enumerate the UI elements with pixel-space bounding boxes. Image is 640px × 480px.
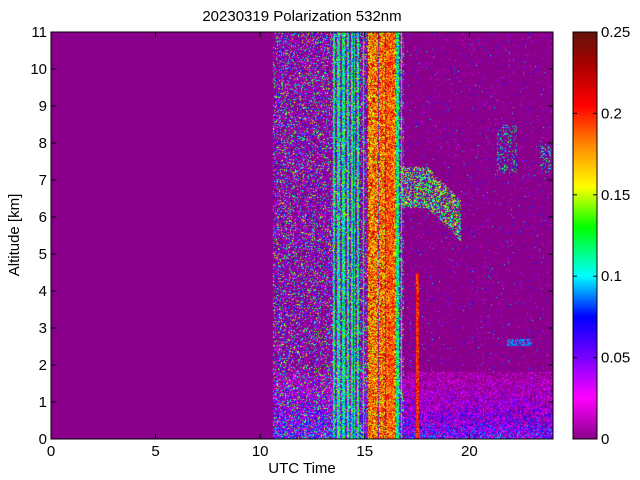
colorbar-tick-label: 0.25: [601, 24, 630, 41]
colorbar-tick-label: 0.2: [601, 105, 622, 122]
y-tick-label: 3: [39, 320, 47, 337]
y-tick-label: 5: [39, 246, 47, 263]
y-tick-label: 11: [31, 24, 47, 41]
colorbar-tick-label: 0: [601, 431, 609, 448]
y-tick-label: 1: [39, 394, 47, 411]
x-tick-label: 15: [356, 443, 373, 460]
colorbar-tick-label: 0.15: [601, 187, 630, 204]
y-axis-title: Altitude [km]: [6, 194, 23, 277]
colorbar-ticks: 0 0.05 0.1 0.15 0.2 0.25: [573, 24, 630, 448]
colorbar-frame: [572, 31, 598, 440]
y-tick-label: 8: [39, 135, 47, 152]
y-tick-label: 0: [39, 431, 47, 448]
y-tick-label: 9: [39, 98, 47, 115]
y-axis: 0 1 2 3 4 5 6 7 8 9 10 11: [30, 24, 553, 448]
colorbar-gradient: [573, 32, 597, 439]
x-tick-label: 0: [47, 443, 55, 460]
x-axis: 0 5 10 15 20: [47, 32, 478, 460]
y-tick-label: 4: [39, 283, 47, 300]
colorbar: 0 0.05 0.1 0.15 0.2 0.25: [572, 24, 630, 448]
x-axis-title: UTC Time: [268, 460, 336, 477]
y-tick-label: 2: [39, 357, 47, 374]
colorbar-tick-label: 0.1: [601, 268, 622, 285]
chart-title: 20230319 Polarization 532nm: [202, 8, 401, 25]
plot-area: [50, 31, 554, 440]
plot-frame: [50, 31, 554, 440]
colorbar-tick-label: 0.05: [601, 350, 630, 367]
x-tick-label: 5: [151, 443, 159, 460]
x-tick-label: 10: [252, 443, 269, 460]
y-tick-label: 10: [30, 61, 47, 78]
heatmap-field: [51, 32, 553, 439]
x-tick-label: 20: [461, 443, 478, 460]
y-tick-label: 6: [39, 209, 47, 226]
y-tick-label: 7: [39, 172, 47, 189]
